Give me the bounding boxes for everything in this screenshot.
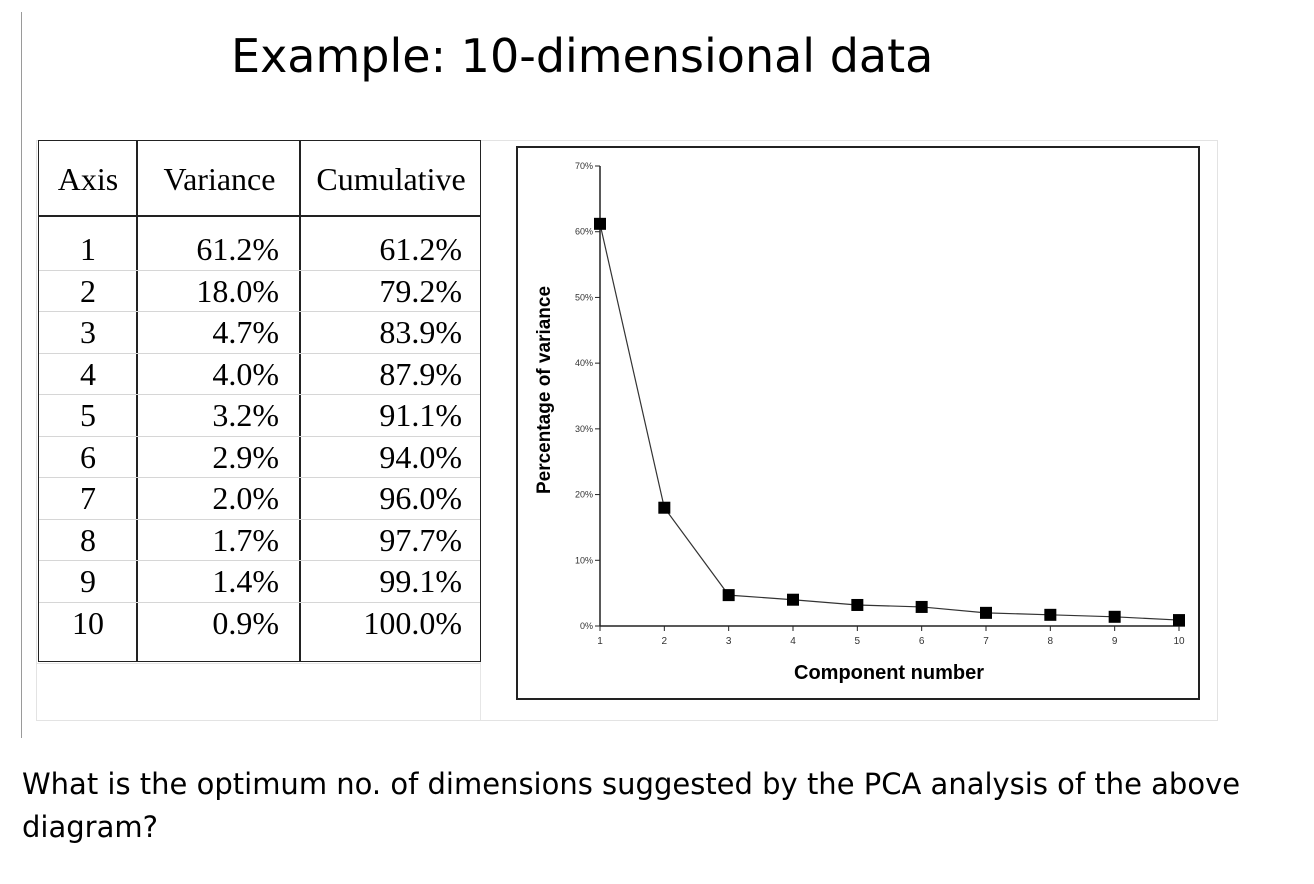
x-tick-label: 9 [1112,636,1118,647]
table-row-rule [39,269,480,271]
data-point [594,217,606,230]
table-cell-variance: 1.4% [212,563,279,599]
table-cell-cumulative: 99.1% [379,563,462,599]
table-cell-cumulative: 87.9% [379,355,462,392]
y-tick-label: 20% [575,490,593,500]
data-point [658,501,671,514]
data-point [915,600,928,613]
scree-plot: 0% 10% 20% 30% 40% 50% 60% 70% 1 2 3 4 5 6 7 8 9 10 Perce… [534,161,1185,684]
table-header-rule [39,215,480,217]
table-row-rule [39,311,480,312]
table-cell-variance: 4.7% [212,314,279,350]
slide-title: Example: 10-dimensional data [231,29,934,83]
chart-axes [599,166,1185,627]
table-row-rule [39,352,480,354]
table-row-rule [39,435,480,437]
table-header-axis: Axis [57,161,119,197]
table-cell-cumulative: 94.0% [379,438,462,475]
table-cell-cumulative: 100.0% [363,604,462,641]
data-point [1044,608,1057,621]
table-cell-variance: 2.0% [212,480,279,516]
table-column-rule [299,141,301,661]
table-cell-axis: 5 [80,397,96,433]
data-point [787,593,799,606]
x-tick-label: 7 [983,636,989,647]
table-cell-cumulative: 79.2% [379,272,462,309]
x-tick-label: 8 [1048,636,1054,647]
y-tick-label: 50% [575,292,593,302]
x-tick-label: 1 [597,636,603,647]
x-tick-label: 10 [1173,636,1185,647]
y-tick-label: 10% [575,555,593,565]
table-header-variance: Variance [163,161,276,197]
table-row-rule [39,601,480,603]
y-tick-label: 60% [575,227,593,237]
x-tick-label: 5 [855,636,861,647]
data-point [1173,614,1185,627]
data-point [1108,610,1121,623]
x-tick-label: 6 [919,636,925,647]
y-tick-label: 30% [575,424,593,434]
table-cell-axis: 2 [80,272,96,309]
chart-series [594,217,1185,627]
x-tick-label: 2 [662,636,668,647]
table-cell-variance: 61.2% [196,231,279,267]
table-cell-cumulative: 83.9% [379,314,462,350]
table-cell-cumulative: 61.2% [379,231,462,267]
question-text: What is the optimum no. of dimensions su… [22,767,1241,844]
table-cell-variance: 4.0% [212,355,279,392]
x-tick-label: 4 [790,636,796,647]
y-tick-label: 40% [575,358,593,368]
table-row-rule [39,477,480,478]
table-column-rule [136,141,138,661]
table-cell-axis: 1 [80,231,96,267]
table-cell-cumulative: 91.1% [379,397,462,433]
slide-left-rule [21,12,22,738]
x-axis-label: Component number [794,662,984,684]
table-cell-variance: 18.0% [196,272,279,309]
table-row-rule [39,560,480,561]
x-tick-label: 3 [726,636,732,647]
table-cell-variance: 3.2% [212,397,279,433]
table-cell-axis: 3 [80,314,96,350]
table-row-rule [39,518,480,520]
table-cell-variance: 2.9% [212,438,279,475]
table-cell-axis: 9 [80,563,96,599]
variance-table: Axis Variance Cumulative 1 61.2% 61.2% 2 18.… [38,140,481,662]
data-point [980,606,992,619]
data-point [851,598,864,611]
table-header-cumulative: Cumulative [316,161,466,197]
table-cell-axis: 10 [72,604,104,641]
series-line [599,223,1180,621]
y-tick-label: 0% [580,621,593,631]
grid-divider-horizontal [37,663,480,664]
table-cell-variance: 1.7% [212,521,279,558]
table-cell-axis: 8 [80,521,96,558]
table-cell-variance: 0.9% [212,604,279,641]
table-cell-axis: 4 [80,355,96,392]
table-cell-axis: 7 [80,480,96,516]
chart-ticks: 0% 10% 20% 30% 40% 50% 60% 70% 1 2 3 4 5 6 7 8 9 10 [575,161,1185,647]
y-tick-label: 70% [575,161,593,171]
table-cell-cumulative: 96.0% [379,480,462,516]
table-row-rule [39,394,480,395]
table-cell-axis: 6 [80,438,96,475]
data-point [722,589,735,602]
y-axis-label: Percentage of variance [534,286,555,494]
table-cell-cumulative: 97.7% [379,521,462,558]
